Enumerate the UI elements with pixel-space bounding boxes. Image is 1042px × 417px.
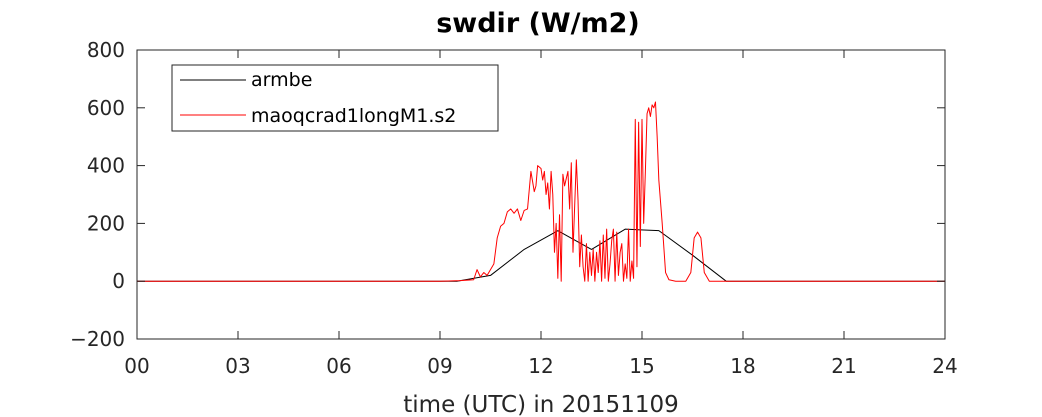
y-tick-label: 800	[87, 38, 125, 62]
legend: armbe maoqcrad1longM1.s2	[171, 64, 499, 132]
tick-layer: 00 03 06 09 12 15 18 21 24 −200 0 200 400 600 800	[70, 38, 958, 378]
series-line-armbe	[137, 228, 945, 282]
legend-label-armbe: armbe	[251, 69, 312, 91]
y-tick-label: 600	[87, 96, 125, 120]
x-tick-label: 18	[730, 354, 755, 378]
chart-title: swdir (W/m2)	[436, 8, 640, 39]
x-tick-label: 12	[528, 354, 553, 378]
y-tick-label: −200	[70, 327, 125, 351]
series-line-maoqcrad1longM1	[137, 101, 945, 282]
x-tick-label: 00	[124, 354, 149, 378]
x-tick-label: 06	[326, 354, 351, 378]
x-tick-label: 24	[932, 354, 957, 378]
y-tick-label: 200	[87, 211, 125, 235]
x-axis-label: time (UTC) in 20151109	[403, 392, 678, 417]
x-tick-label: 15	[629, 354, 654, 378]
plot-area: 00 03 06 09 12 15 18 21 24 −200 0 200 400 600 800	[70, 38, 958, 378]
legend-label-maoqcrad: maoqcrad1longM1.s2	[251, 105, 456, 127]
x-tick-label: 09	[427, 354, 452, 378]
y-tick-label: 400	[87, 154, 125, 178]
series-layer	[137, 101, 945, 282]
x-tick-label: 03	[225, 354, 250, 378]
legend-box	[171, 64, 499, 132]
x-tick-label: 21	[831, 354, 856, 378]
y-tick-label: 0	[112, 269, 125, 293]
